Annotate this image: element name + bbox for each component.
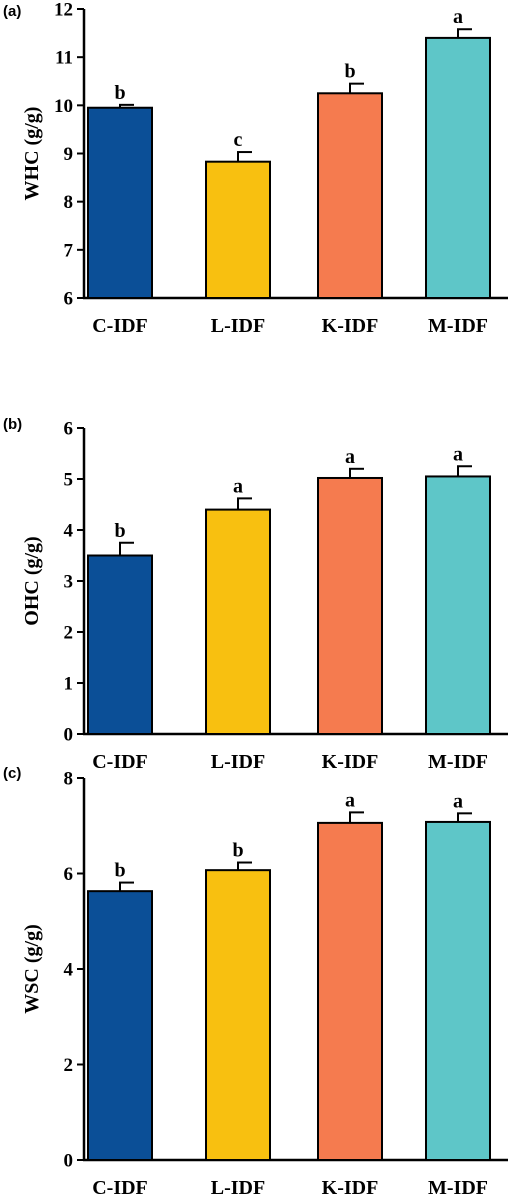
significance-label: b <box>114 520 125 542</box>
significance-label: a <box>345 446 355 468</box>
y-tick-label: 6 <box>64 419 74 440</box>
y-tick-label: 9 <box>64 144 74 165</box>
y-tick-label: 2 <box>64 1055 74 1076</box>
significance-label: b <box>344 61 355 83</box>
significance-label: a <box>453 443 463 465</box>
bar <box>317 476 383 735</box>
significance-label: a <box>453 6 463 28</box>
bar <box>205 508 271 735</box>
category-label: L-IDF <box>211 751 265 773</box>
significance-label: a <box>453 790 463 812</box>
y-tick-label: 0 <box>64 725 74 746</box>
y-tick-label: 3 <box>64 572 74 593</box>
y-tick-label: 11 <box>55 48 73 69</box>
y-tick-label: 1 <box>64 674 74 695</box>
bar <box>425 475 491 735</box>
y-tick-label: 8 <box>64 769 74 790</box>
y-tick-label: 7 <box>64 240 74 261</box>
bar <box>205 160 271 299</box>
y-tick-label: 6 <box>64 289 74 310</box>
y-axis-label: WHC (g/g) <box>21 107 43 201</box>
bar <box>205 869 271 1161</box>
y-axis-label: OHC (g/g) <box>21 536 43 625</box>
bar <box>87 106 153 299</box>
panel-letter: (c) <box>3 765 21 782</box>
y-tick-label: 4 <box>64 521 74 542</box>
category-label: C-IDF <box>92 315 148 337</box>
bar <box>87 890 153 1161</box>
category-label: M-IDF <box>428 751 488 773</box>
category-label: M-IDF <box>428 1177 488 1197</box>
y-tick-label: 0 <box>64 1151 74 1172</box>
panel-c: (c) WSC (g/g) 0 2 4 6 8 b C-IDF b L-IDF a K-IDF a M-ID… <box>3 765 508 1197</box>
category-label: K-IDF <box>322 1177 379 1197</box>
bar <box>317 821 383 1161</box>
y-tick-label: 10 <box>54 96 73 117</box>
panel-letter: (b) <box>3 416 22 433</box>
panel-b: (b) OHC (g/g) 0 1 2 3 4 5 6 b C-IDF a L-IDF a K-IDF a M-… <box>3 416 508 773</box>
significance-label: b <box>232 840 243 862</box>
significance-label: b <box>114 860 125 882</box>
bar <box>425 36 491 300</box>
y-tick-label: 12 <box>54 0 73 21</box>
y-tick-label: 4 <box>64 960 74 981</box>
panel-letter: (a) <box>3 3 21 20</box>
category-label: K-IDF <box>322 751 379 773</box>
panel-a: (a) WHC (g/g) 6 7 8 9 10 11 12 b C-IDF c L-IDF b K-IDF… <box>3 0 508 337</box>
category-label: L-IDF <box>211 1177 265 1197</box>
category-label: C-IDF <box>92 1177 148 1197</box>
significance-label: a <box>233 475 243 497</box>
significance-label: c <box>234 129 243 151</box>
category-label: K-IDF <box>322 315 379 337</box>
bar <box>425 820 491 1161</box>
category-label: M-IDF <box>428 315 488 337</box>
y-tick-label: 6 <box>64 864 74 885</box>
significance-label: b <box>114 82 125 104</box>
category-label: L-IDF <box>211 315 265 337</box>
bar <box>87 554 153 735</box>
category-label: C-IDF <box>92 751 148 773</box>
bar <box>317 92 383 299</box>
y-tick-label: 8 <box>64 192 74 213</box>
y-tick-label: 2 <box>64 623 74 644</box>
y-tick-label: 5 <box>64 470 74 491</box>
significance-label: a <box>345 789 355 811</box>
y-axis-label: WSC (g/g) <box>21 924 43 1013</box>
